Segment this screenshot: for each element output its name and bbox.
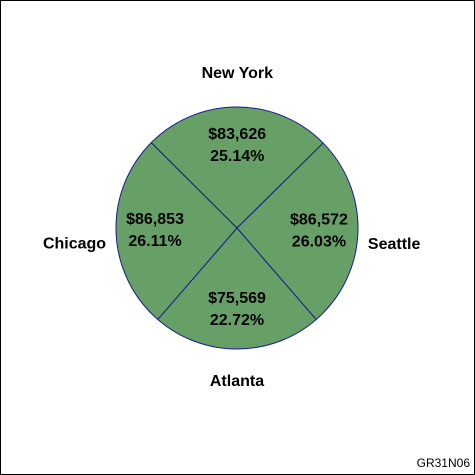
pie-slice (115, 141, 238, 321)
value-label: $86,853 (126, 211, 184, 228)
category-label: New York (202, 65, 274, 82)
category-label: Atlanta (210, 373, 264, 390)
pie-slice (157, 227, 317, 350)
percent-label: 25.14% (210, 148, 264, 165)
value-label: $75,569 (208, 290, 266, 307)
value-label: $86,572 (290, 211, 348, 228)
category-label: Chicago (43, 236, 106, 253)
percent-label: 26.11% (128, 233, 181, 250)
percent-label: 26.03% (292, 233, 346, 250)
footnote: GR31N06 (417, 456, 471, 470)
percent-label: 22.72% (210, 312, 264, 329)
pie-slice (150, 106, 324, 229)
pie-slice (236, 142, 359, 321)
value-label: $83,626 (208, 126, 266, 143)
category-label: Seattle (368, 236, 421, 253)
